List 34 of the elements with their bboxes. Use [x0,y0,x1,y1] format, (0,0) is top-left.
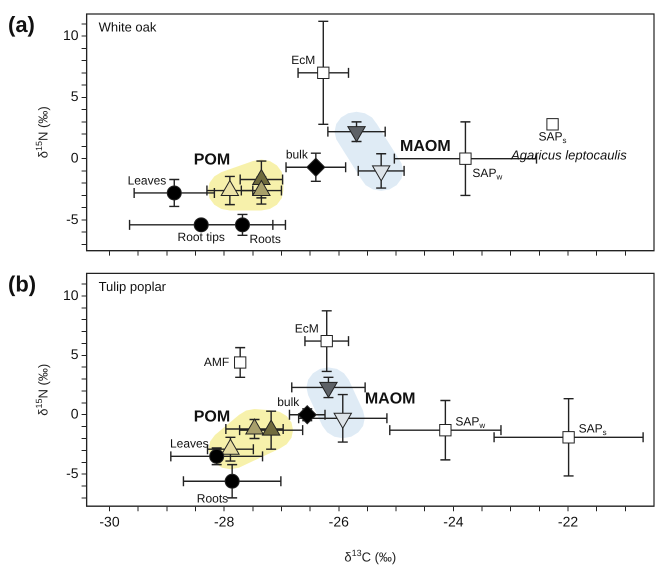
x-tick-label: -24 [443,513,464,530]
y-tick-label: -5 [66,464,79,481]
annotation: Agaricus leptocaulis [510,148,628,163]
series-label: bulk [277,395,300,410]
y-tick-label: 0 [70,406,79,422]
series-label: Roots [196,492,228,506]
x-tick-label: -26 [328,513,350,530]
chart-title: (b) [8,271,36,296]
series-label: Leaves [170,436,209,451]
x-tick-label: -30 [99,513,120,530]
series-label: EcM [291,53,316,68]
x-tick-label: -28 [214,513,234,530]
y-tick-label: 10 [62,26,79,43]
annotation: POM [194,408,230,426]
y-tick-label: 5 [70,88,79,104]
y-tick-label: 10 [62,286,79,303]
chart-title: (a) [8,12,35,38]
annotation: MAOM [400,138,451,155]
y-axis-title: δ15N (‰) [34,106,51,158]
series-label: Leaves [128,173,166,188]
chart-subtitle: Tulip poplar [98,278,167,294]
annotation: MAOM [364,390,416,408]
y-tick-label: 0 [70,150,79,166]
series-label: Roots [249,232,281,246]
x-tick-label: -22 [558,513,578,530]
y-tick-label: 5 [70,346,79,362]
annotation: POM [194,151,230,168]
series-label: bulk [286,148,309,162]
y-tick-label: -5 [66,210,79,227]
series-label: EcM [294,321,319,336]
text: White oak [98,20,157,35]
y-axis-title: δ15N (‰) [34,364,51,416]
series-label: AMF [204,354,230,369]
series-label: Root tips [178,230,225,244]
